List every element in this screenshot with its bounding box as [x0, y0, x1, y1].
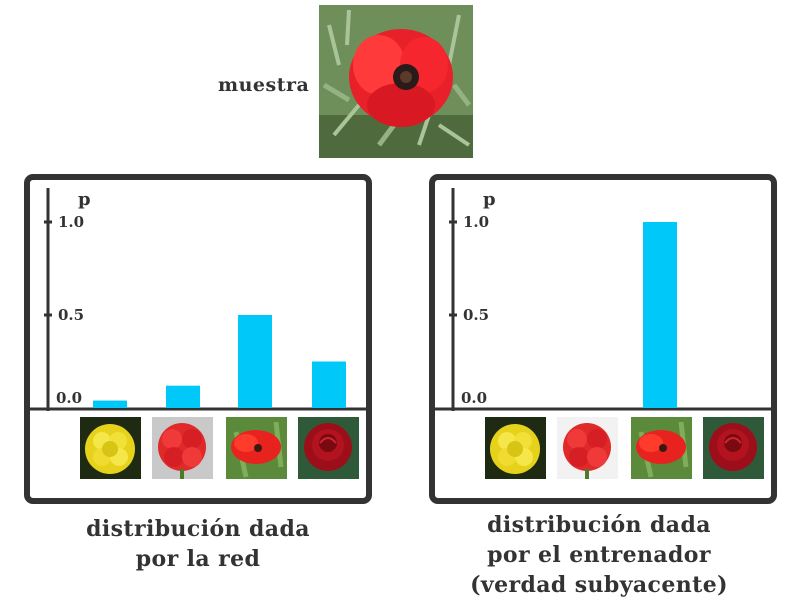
- caption-line: distribución dada: [487, 512, 711, 538]
- bar-red-poppy: [643, 222, 677, 408]
- caption-line: distribución dada: [86, 516, 310, 542]
- category-thumbnails: [485, 417, 764, 479]
- y-tick-label-1-0: 1.0: [463, 213, 489, 231]
- bar-red-rose: [312, 361, 346, 408]
- y-tick-label-0-5: 0.5: [58, 306, 84, 324]
- trainer-distribution-chart: p 1.0 0.5 0.0: [435, 188, 771, 479]
- bar-red-carnation: [166, 385, 200, 408]
- caption-line: por la red: [135, 546, 261, 572]
- red-rose-image: [703, 417, 764, 479]
- y-tick-label-0-5: 0.5: [463, 306, 489, 324]
- y-tick-label-0-0: 0.0: [461, 389, 487, 407]
- y-ticks: 1.0 0.5 0.0: [44, 213, 84, 407]
- sample-label: muestra: [218, 74, 310, 96]
- trainer-distribution-caption: distribución dada por el entrenador (ver…: [425, 510, 773, 600]
- y-tick-label-1-0: 1.0: [58, 213, 84, 231]
- red-carnation-image: [557, 417, 618, 479]
- yellow-marigold-image: [80, 417, 141, 479]
- bars: [643, 222, 677, 408]
- bar-yellow-marigold: [93, 400, 127, 408]
- caption-line: (verdad subyacente): [470, 572, 728, 598]
- yellow-marigold-image: [485, 417, 546, 479]
- trainer-distribution-panel: p 1.0 0.5 0.0: [429, 174, 777, 504]
- network-distribution-caption: distribución dada por la red: [24, 514, 372, 574]
- y-tick-label-0-0: 0.0: [56, 389, 82, 407]
- y-axis-label: p: [78, 189, 91, 210]
- y-axis-label: p: [483, 189, 496, 210]
- bars: [93, 315, 346, 408]
- red-poppy-image: [226, 417, 287, 479]
- red-carnation-image: [152, 417, 213, 479]
- network-distribution-panel: p 1.0 0.5 0.0: [24, 174, 372, 504]
- category-thumbnails: [80, 417, 359, 479]
- caption-line: por el entrenador: [487, 542, 711, 568]
- network-distribution-chart: p 1.0 0.5 0.0: [30, 188, 366, 479]
- red-poppy-image: [631, 417, 692, 479]
- y-ticks: 1.0 0.5 0.0: [449, 213, 489, 407]
- bar-red-poppy: [238, 315, 272, 408]
- red-rose-image: [298, 417, 359, 479]
- sample-poppy-image: [319, 5, 473, 158]
